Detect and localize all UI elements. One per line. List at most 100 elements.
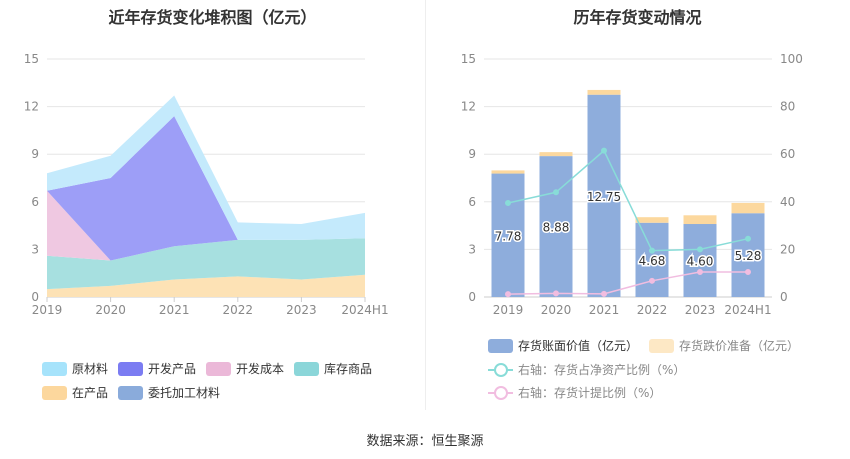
y-tick-label: 6 bbox=[468, 195, 476, 209]
area-series-开发产品 bbox=[47, 116, 365, 261]
data-label: 8.88 bbox=[543, 221, 570, 235]
bar-存货账面价值（亿元） bbox=[539, 156, 573, 297]
y-tick-label: 12 bbox=[461, 100, 476, 114]
y2-tick-label: 80 bbox=[780, 100, 795, 114]
right-chart-title: 历年存货变动情况 bbox=[573, 8, 702, 27]
y2-tick-label: 20 bbox=[780, 242, 795, 256]
bar-存货跌价准备（亿元） bbox=[587, 89, 621, 95]
legend-label: 开发成本 bbox=[236, 362, 285, 376]
line-marker-icon bbox=[488, 385, 513, 400]
y-tick-label: 12 bbox=[24, 100, 39, 114]
legend-label: 右轴：存货占净资产比例（%） bbox=[518, 363, 686, 377]
bar-存货跌价准备（亿元） bbox=[539, 152, 573, 157]
y2-tick-label: 0 bbox=[780, 290, 788, 304]
y-tick-label: 6 bbox=[31, 195, 39, 209]
x-tick-label: 2024H1 bbox=[341, 303, 388, 317]
legend-swatch bbox=[42, 361, 67, 376]
legend-label: 委托加工材料 bbox=[148, 386, 221, 400]
left-stacked-area-chart: 0 3 6 9 12 15 2019 2020 2021 2022 2023 2024H1 bbox=[24, 52, 389, 317]
x-tick-label: 2019 bbox=[493, 303, 524, 317]
x-tick-label: 2023 bbox=[286, 303, 317, 317]
legend-item-dev-products[interactable]: 开发产品 bbox=[118, 360, 196, 377]
y-tick-label: 0 bbox=[31, 290, 39, 304]
bar-存货跌价准备（亿元） bbox=[491, 170, 525, 174]
x-tick-label: 2021 bbox=[589, 303, 620, 317]
y2-tick-label: 100 bbox=[780, 52, 803, 66]
line-右轴：存货占净资产比例（%） bbox=[507, 149, 749, 252]
x-tick-label: 2022 bbox=[223, 303, 254, 317]
bar-存货账面价值（亿元） bbox=[491, 173, 525, 297]
legend-label: 开发产品 bbox=[148, 362, 197, 376]
y-tick-label: 15 bbox=[24, 52, 39, 66]
bar-存货账面价值（亿元） bbox=[683, 224, 717, 297]
y2-tick-label: 40 bbox=[780, 195, 795, 209]
x-tick-label: 2020 bbox=[95, 303, 126, 317]
bar-存货跌价准备（亿元） bbox=[683, 215, 717, 225]
bar-存货账面价值（亿元） bbox=[731, 213, 765, 297]
line-point bbox=[649, 247, 655, 254]
left-chart-title: 近年存货变化堆积图（亿元） bbox=[108, 8, 317, 27]
line-marker-icon bbox=[488, 362, 513, 377]
right-bar-line-chart: 0 3 6 9 12 15 0 20 40 60 80 100 2019 2020 2021 2022 2023… bbox=[461, 52, 803, 317]
x-tick-label: 2020 bbox=[541, 303, 572, 317]
bar-存货账面价值（亿元） bbox=[635, 222, 669, 297]
legend-swatch bbox=[294, 361, 319, 376]
line-point bbox=[601, 290, 607, 297]
data-label: 4.68 bbox=[639, 254, 666, 268]
bar-存货跌价准备（亿元） bbox=[635, 217, 669, 223]
line-point bbox=[745, 269, 751, 276]
legend-item-provision-ratio[interactable]: 右轴：存货计提比例（%） bbox=[488, 384, 661, 401]
legend-item-inventory-ratio[interactable]: 右轴：存货占净资产比例（%） bbox=[488, 361, 685, 378]
legend-label: 存货账面价值（亿元） bbox=[518, 339, 639, 353]
y-tick-label: 3 bbox=[31, 242, 39, 256]
x-tick-label: 2021 bbox=[159, 303, 190, 317]
legend-item-wip[interactable]: 在产品 bbox=[42, 384, 108, 401]
legend-item-inventory-goods[interactable]: 库存商品 bbox=[294, 360, 372, 377]
area-series-库存商品 bbox=[47, 238, 365, 290]
data-label: 12.75 bbox=[587, 190, 621, 204]
area-series-原材料 bbox=[47, 95, 365, 240]
line-point bbox=[697, 246, 703, 253]
legend-swatch bbox=[118, 361, 143, 376]
data-source-note: 数据来源：恒生聚源 bbox=[366, 434, 484, 449]
x-tick-label: 2024H1 bbox=[724, 303, 771, 317]
y-tick-label: 9 bbox=[468, 147, 476, 161]
y-tick-label: 0 bbox=[468, 290, 476, 304]
panel-divider bbox=[425, 0, 426, 410]
bar-存货跌价准备（亿元） bbox=[731, 202, 765, 214]
line-point bbox=[649, 277, 655, 284]
line-point bbox=[553, 189, 559, 196]
line-右轴：存货计提比例（%） bbox=[507, 271, 748, 295]
data-label: 4.60 bbox=[687, 255, 714, 269]
line-point bbox=[505, 199, 511, 206]
legend-swatch bbox=[488, 338, 513, 353]
legend-label: 在产品 bbox=[72, 386, 109, 400]
legend-label: 原材料 bbox=[72, 362, 109, 376]
legend-item-impairment[interactable]: 存货跌价准备（亿元） bbox=[649, 337, 799, 354]
line-point bbox=[553, 290, 559, 297]
y-tick-label: 3 bbox=[468, 242, 476, 256]
legend-label: 右轴：存货计提比例（%） bbox=[518, 386, 662, 400]
legend-swatch bbox=[118, 385, 143, 400]
area-series-在产品 bbox=[47, 274, 365, 297]
line-point bbox=[745, 235, 751, 242]
legend-swatch bbox=[42, 385, 67, 400]
legend-item-raw-materials[interactable]: 原材料 bbox=[42, 360, 108, 377]
legend-item-book-value[interactable]: 存货账面价值（亿元） bbox=[488, 337, 638, 354]
legend-label: 库存商品 bbox=[324, 362, 373, 376]
x-tick-label: 2022 bbox=[637, 303, 668, 317]
line-point bbox=[505, 291, 511, 298]
legend-label: 存货跌价准备（亿元） bbox=[679, 339, 800, 353]
legend-item-dev-cost[interactable]: 开发成本 bbox=[206, 360, 284, 377]
data-label: 5.28 bbox=[735, 249, 762, 263]
x-tick-label: 2019 bbox=[32, 303, 63, 317]
legend-swatch bbox=[206, 361, 231, 376]
y2-tick-label: 60 bbox=[780, 147, 795, 161]
data-label: 7.78 bbox=[495, 229, 522, 243]
x-tick-label: 2023 bbox=[685, 303, 716, 317]
line-point bbox=[697, 269, 703, 276]
legend-swatch bbox=[649, 338, 674, 353]
y-tick-label: 9 bbox=[31, 147, 39, 161]
line-point bbox=[601, 147, 607, 154]
legend-item-consigned-materials[interactable]: 委托加工材料 bbox=[118, 384, 220, 401]
